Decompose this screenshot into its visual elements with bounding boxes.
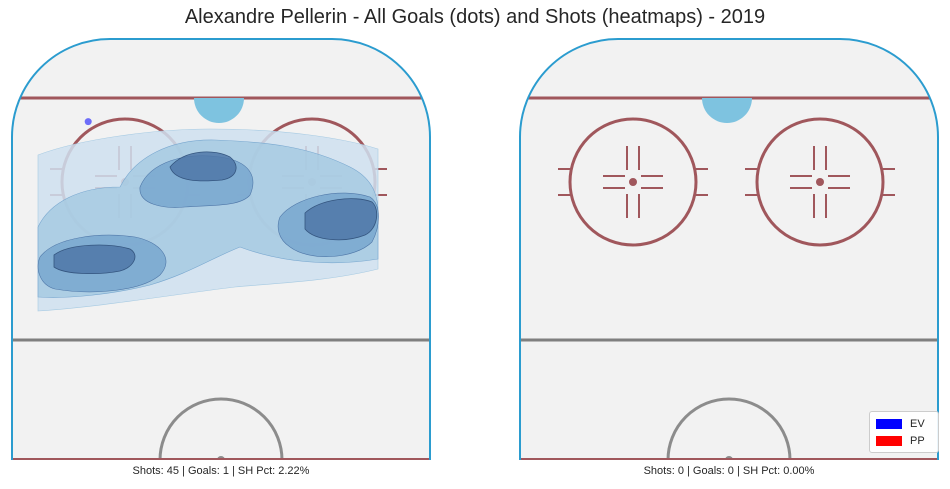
center-circle (666, 397, 792, 460)
center-circle (158, 397, 284, 460)
goal-dot (84, 118, 92, 126)
rink-panel-right (519, 38, 939, 460)
legend-item-ev: EV (876, 417, 925, 431)
panel-caption-left: Shots: 45 | Goals: 1 | SH Pct: 2.22% (132, 465, 310, 477)
goal-crease (194, 98, 244, 123)
faceoff-circle-right (745, 117, 895, 247)
faceoff-dot (816, 178, 824, 186)
faceoff-dot (629, 178, 637, 186)
legend-swatch-pp (876, 436, 902, 446)
legend-swatch-ev (876, 419, 902, 429)
legend-item-pp: PP (876, 434, 925, 448)
heat-level-4 (169, 151, 237, 182)
goal-dots (84, 118, 92, 126)
legend: EV PP (869, 411, 939, 453)
faceoff-circle-left (558, 117, 708, 247)
rink-boards (11, 38, 431, 460)
shot-heatmap (37, 128, 379, 312)
rink-boards (519, 38, 939, 460)
rink-panel-left (11, 38, 431, 460)
heat-level-4 (53, 244, 136, 275)
rink-ice (520, 39, 938, 460)
figure-title: Alexandre Pellerin - All Goals (dots) an… (184, 6, 766, 28)
goal-crease (702, 98, 752, 123)
legend-label-pp: PP (910, 435, 925, 447)
faceoff-ring (755, 117, 885, 247)
heat-level-4 (304, 198, 378, 241)
legend-label-ev: EV (910, 418, 925, 430)
panel-caption-right: Shots: 0 | Goals: 0 | SH Pct: 0.00% (643, 465, 815, 477)
faceoff-ring (568, 117, 698, 247)
